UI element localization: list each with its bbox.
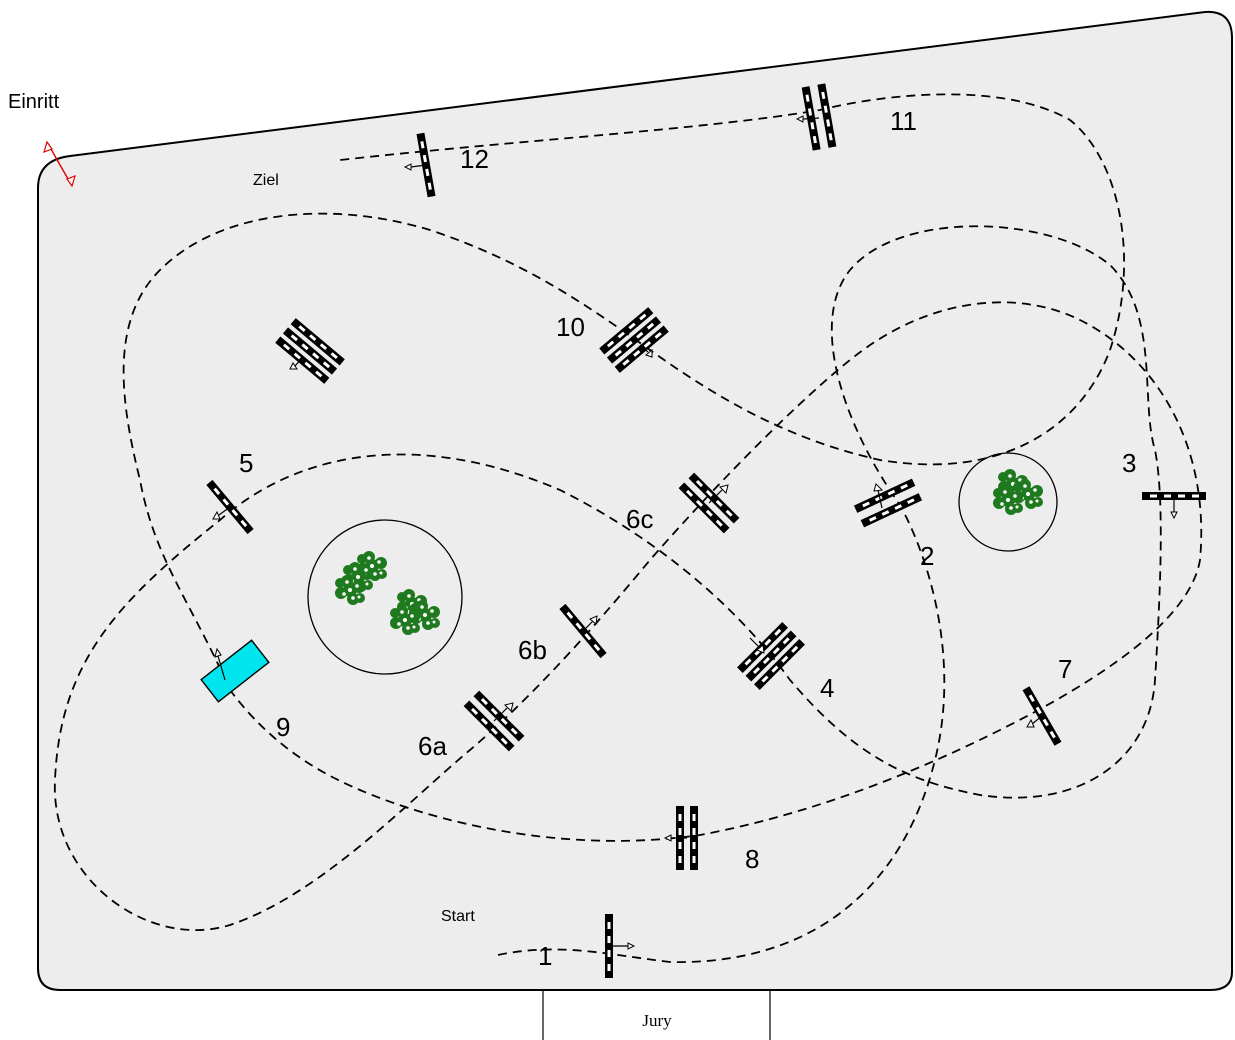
obstacle-label-5: 5 [239, 448, 253, 478]
island-large [307, 519, 463, 675]
jury-label: Jury [642, 1011, 672, 1030]
arrow-icon [663, 834, 687, 842]
obstacle-label-1: 1 [538, 941, 552, 971]
obstacle-label-3: 3 [1122, 448, 1136, 478]
arrow-icon [873, 483, 884, 509]
arrow-icon [609, 942, 636, 950]
entrance-arrow-icon [43, 140, 76, 188]
obstacle-label-12: 12 [460, 144, 489, 174]
obstacle-9 [200, 639, 270, 703]
arrow-icon [214, 647, 226, 681]
island-small [958, 452, 1058, 552]
obstacle-label-7: 7 [1058, 654, 1072, 684]
arrow-icon [212, 506, 231, 520]
obstacle-label-6c: 6c [626, 504, 653, 534]
arrow-icon [289, 357, 303, 370]
arrow-icon [582, 615, 598, 632]
arena-outline [37, 10, 1233, 991]
jury-box: Jury [542, 990, 771, 1040]
obstacle-label-11: 11 [890, 106, 917, 136]
arrow-icon [708, 484, 729, 504]
course-route [54, 93, 1203, 963]
start-label: Start [441, 908, 475, 925]
arrow-icon [1170, 496, 1178, 520]
entrance-label: Einritt [8, 91, 60, 113]
obstacle-label-8: 8 [745, 844, 759, 874]
finish-label: Ziel [253, 172, 279, 189]
obstacle-label-6b: 6b [518, 635, 547, 665]
arrow-icon [493, 702, 514, 722]
arrow-icon [795, 115, 820, 123]
obstacle-label-6a: 6a [418, 731, 447, 761]
arrow-icon [749, 637, 765, 654]
arrow-icon [403, 163, 427, 171]
arrow-icon [1026, 715, 1043, 728]
obstacle-label-4: 4 [820, 673, 834, 703]
obstacle-label-9: 9 [276, 712, 290, 742]
obstacle-label-2: 2 [920, 541, 934, 571]
arrow-icon [639, 344, 653, 358]
obstacle-label-10: 10 [556, 312, 585, 342]
